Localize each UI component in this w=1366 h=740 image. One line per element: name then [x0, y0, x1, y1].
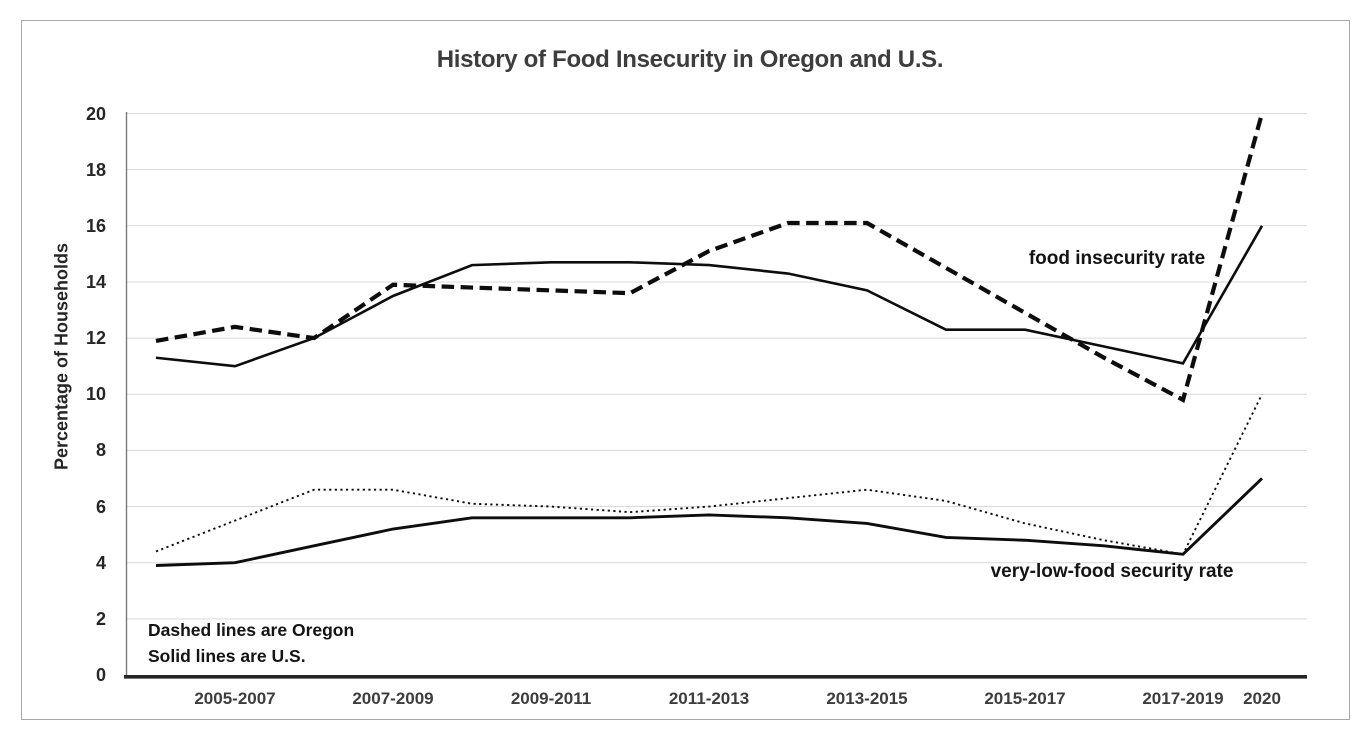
label-food-insecurity-rate: food insecurity rate	[1028, 248, 1206, 269]
legend-note-us: Solid lines are U.S.	[148, 646, 306, 666]
x-tick-label: 2005-2007	[194, 689, 276, 708]
figure-border	[21, 20, 1350, 720]
y-tick-label: 4	[95, 552, 106, 573]
x-tick-label: 2020	[1243, 689, 1281, 708]
series-line-1	[155, 225, 1264, 368]
x-tick-label: 2007-2009	[352, 689, 434, 708]
legend-note-oregon: Dashed lines are Oregon	[148, 620, 355, 640]
series-line-3	[155, 477, 1264, 567]
y-tick-label: 14	[85, 271, 106, 292]
series-line-2	[155, 393, 1263, 556]
y-tick-label: 6	[95, 496, 106, 517]
y-tick-label: 0	[95, 665, 106, 685]
x-tick-label: 2009-2011	[510, 689, 592, 708]
series-line-0	[155, 112, 1265, 403]
x-tick-label: 2011-2013	[668, 689, 750, 708]
label-very-low-food-security-rate: very-low-food security rate	[990, 561, 1234, 582]
y-tick-label: 20	[85, 103, 106, 124]
y-tick-label: 8	[95, 440, 106, 461]
x-tick-label: 2013-2015	[826, 689, 908, 708]
y-tick-label: 16	[85, 215, 106, 236]
chart-title: History of Food Insecurity in Oregon and…	[436, 46, 944, 73]
series-lines-group	[155, 112, 1265, 567]
y-tick-label: 12	[85, 328, 106, 349]
x-tick-label: 2017-2019	[1142, 689, 1224, 708]
y-tick-label: 2	[95, 608, 106, 629]
y-tick-label: 10	[85, 384, 106, 405]
x-tick-label: 2015-2017	[984, 689, 1066, 708]
y-tick-label: 18	[85, 159, 106, 180]
gridlines-group	[127, 113, 1307, 620]
